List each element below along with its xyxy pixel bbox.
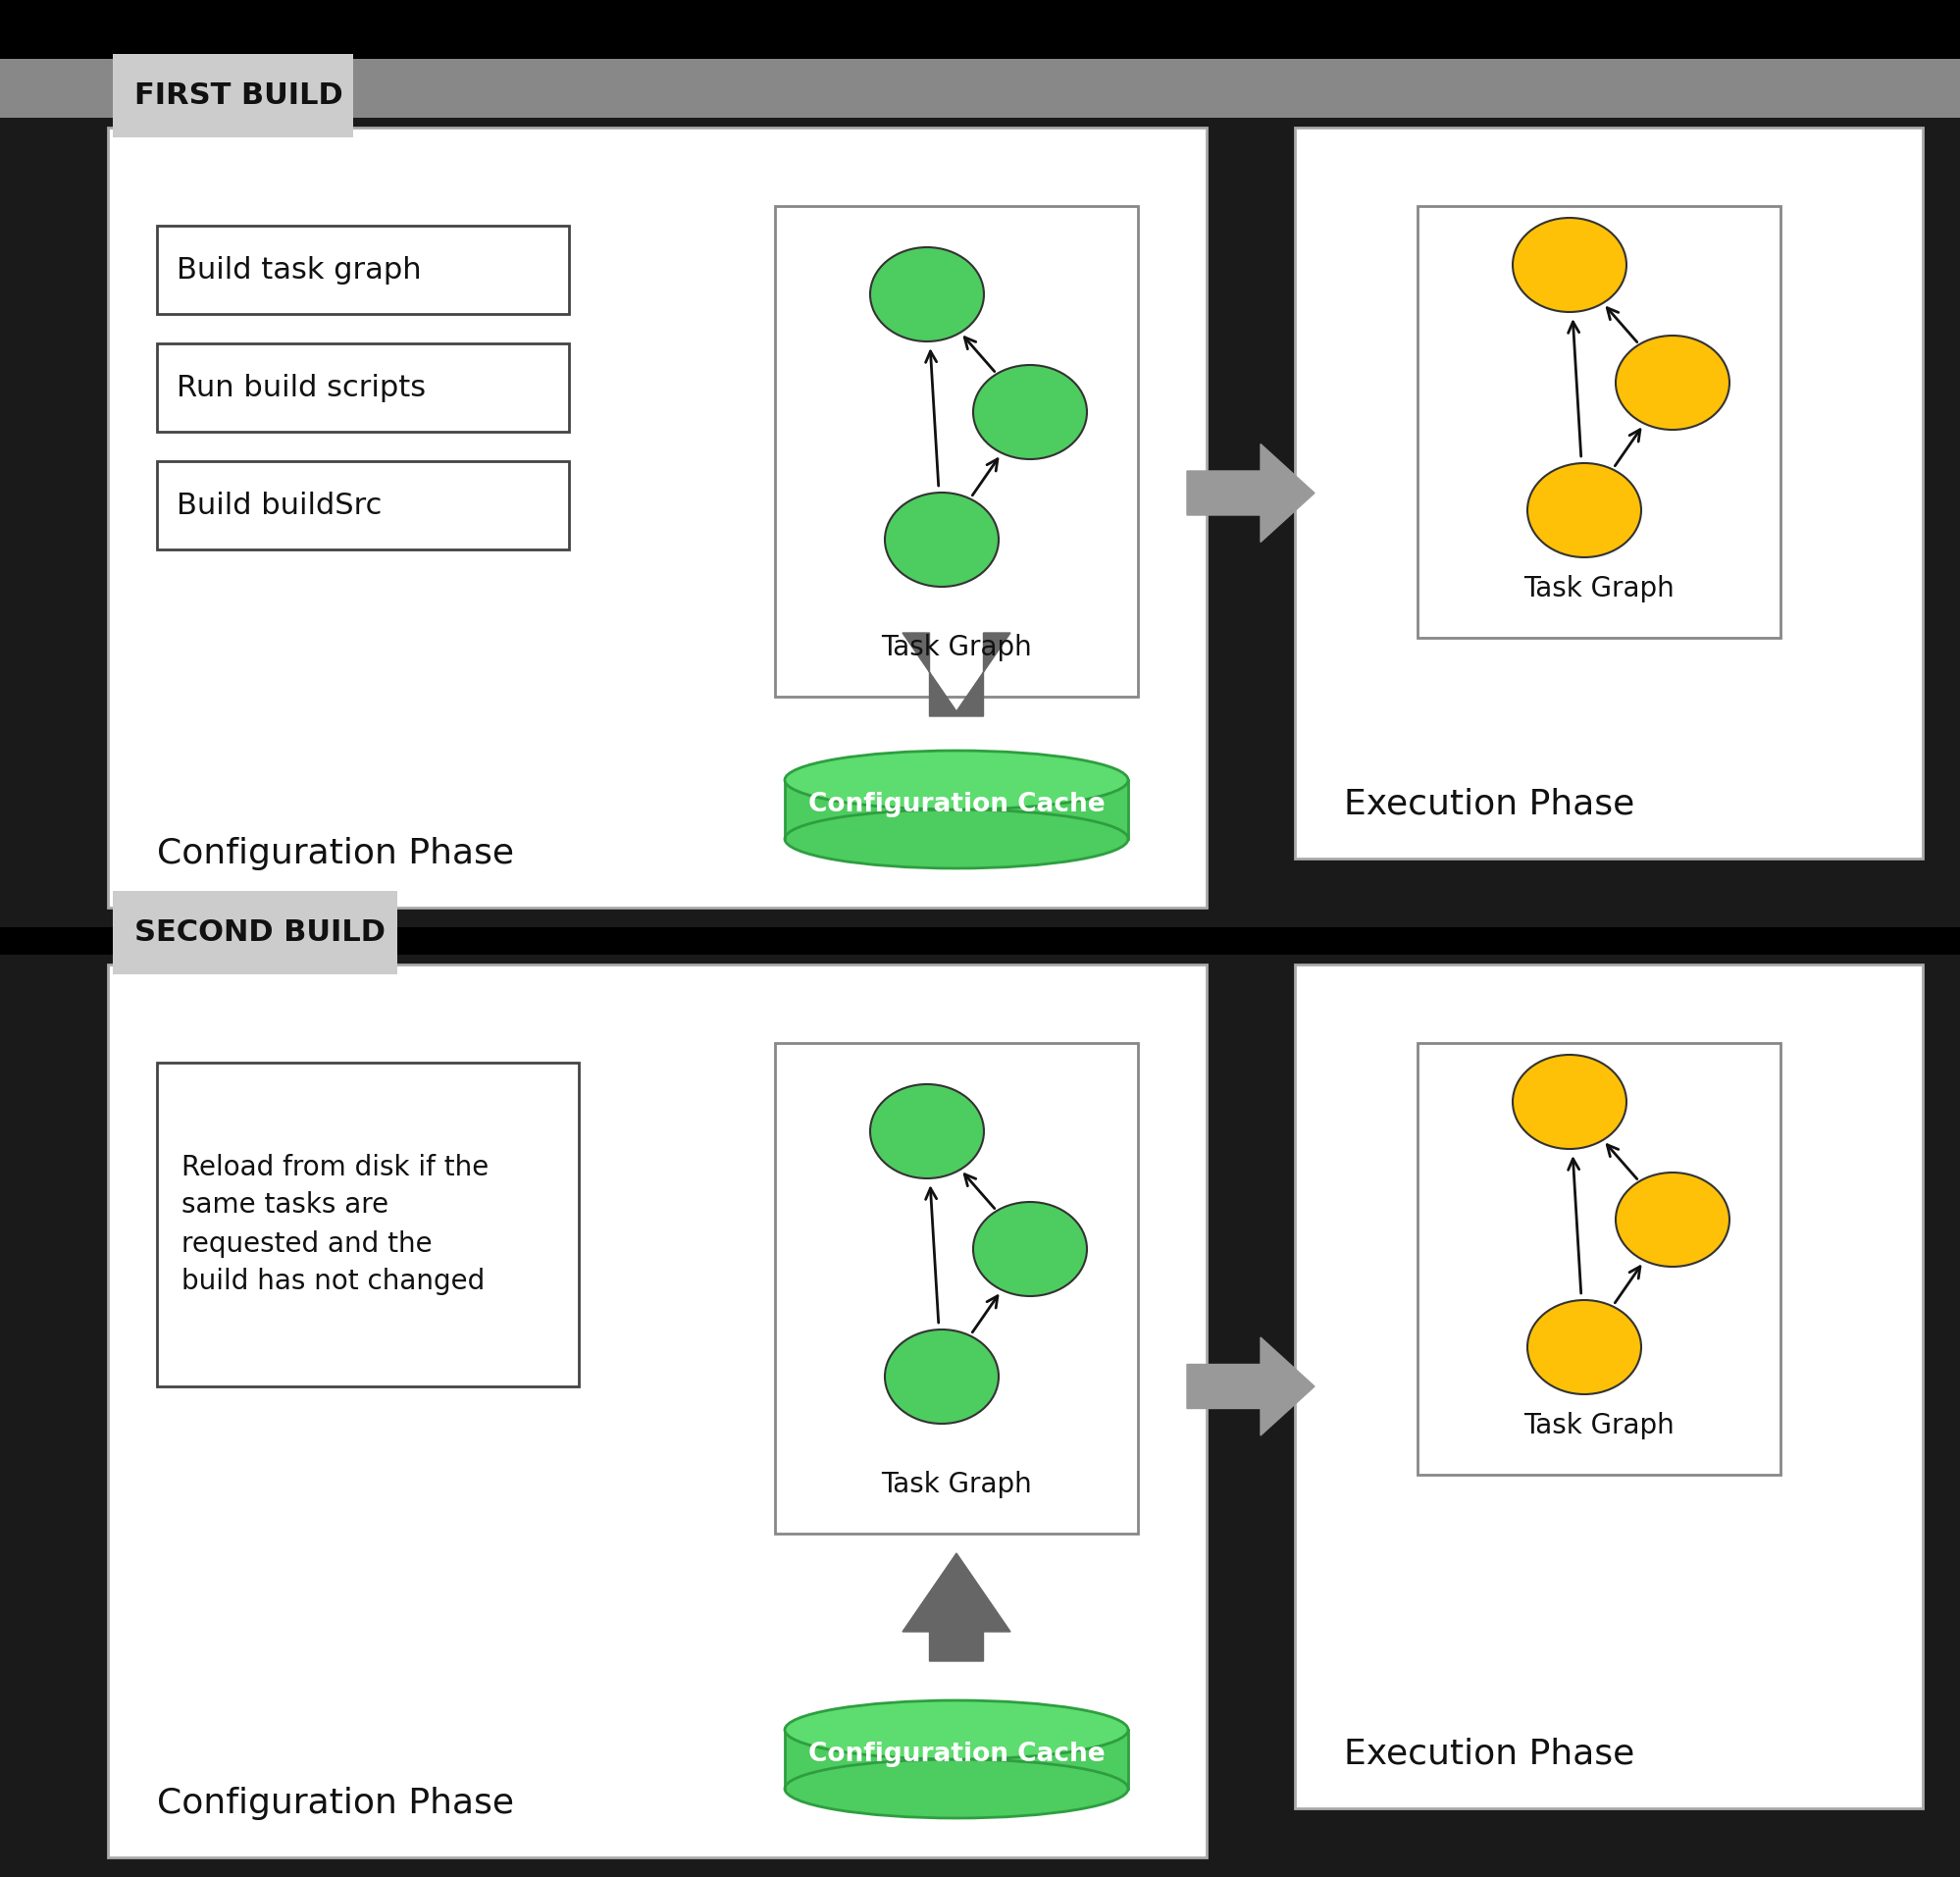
Ellipse shape bbox=[1527, 1301, 1641, 1395]
Bar bbox=[157, 225, 568, 313]
Bar bbox=[157, 1062, 578, 1387]
Ellipse shape bbox=[884, 1329, 998, 1423]
Bar bbox=[774, 1044, 1137, 1534]
Text: Reload from disk if the
same tasks are
requested and the
build has not changed: Reload from disk if the same tasks are r… bbox=[182, 1152, 488, 1295]
Bar bbox=[1294, 965, 1921, 1808]
Text: Configuration Phase: Configuration Phase bbox=[157, 837, 514, 871]
Polygon shape bbox=[1186, 445, 1313, 542]
Ellipse shape bbox=[1511, 218, 1625, 312]
Ellipse shape bbox=[784, 1759, 1127, 1819]
Text: Execution Phase: Execution Phase bbox=[1343, 788, 1635, 822]
Bar bbox=[784, 1731, 1127, 1789]
Ellipse shape bbox=[972, 1201, 1086, 1297]
Text: FIRST BUILD: FIRST BUILD bbox=[135, 81, 343, 111]
Ellipse shape bbox=[1527, 464, 1641, 557]
Ellipse shape bbox=[870, 1085, 984, 1179]
Ellipse shape bbox=[784, 751, 1127, 809]
Bar bbox=[0, 927, 1960, 955]
Bar bbox=[1417, 1044, 1780, 1475]
Bar bbox=[1417, 206, 1780, 638]
Text: Configuration Cache: Configuration Cache bbox=[808, 792, 1103, 816]
Polygon shape bbox=[902, 633, 1009, 717]
Ellipse shape bbox=[1511, 1055, 1625, 1149]
Text: Task Graph: Task Graph bbox=[880, 1472, 1031, 1498]
Bar bbox=[774, 206, 1137, 696]
Ellipse shape bbox=[1615, 336, 1729, 430]
Ellipse shape bbox=[870, 248, 984, 342]
Text: Build buildSrc: Build buildSrc bbox=[176, 492, 382, 520]
Ellipse shape bbox=[1615, 1173, 1729, 1267]
Bar bbox=[0, 0, 1960, 58]
Text: Configuration Phase: Configuration Phase bbox=[157, 1787, 514, 1821]
Bar bbox=[157, 343, 568, 432]
Text: Build task graph: Build task graph bbox=[176, 255, 421, 283]
Bar bbox=[0, 58, 1960, 118]
Ellipse shape bbox=[972, 364, 1086, 460]
Bar bbox=[114, 54, 353, 137]
Text: Execution Phase: Execution Phase bbox=[1343, 1738, 1635, 1772]
Text: Task Graph: Task Graph bbox=[1523, 574, 1674, 603]
Bar bbox=[108, 128, 1205, 908]
Bar bbox=[784, 781, 1127, 839]
Ellipse shape bbox=[884, 492, 998, 588]
Bar bbox=[0, 118, 1960, 927]
Text: Task Graph: Task Graph bbox=[1523, 1412, 1674, 1440]
Ellipse shape bbox=[784, 809, 1127, 869]
Text: Task Graph: Task Graph bbox=[880, 634, 1031, 661]
Polygon shape bbox=[1186, 1336, 1313, 1436]
Ellipse shape bbox=[784, 1701, 1127, 1759]
Text: Configuration Cache: Configuration Cache bbox=[808, 1742, 1103, 1766]
Polygon shape bbox=[902, 1552, 1009, 1661]
Text: Run build scripts: Run build scripts bbox=[176, 374, 425, 402]
Bar bbox=[108, 965, 1205, 1858]
Text: SECOND BUILD: SECOND BUILD bbox=[135, 918, 386, 946]
Bar bbox=[1294, 128, 1921, 858]
Bar bbox=[157, 462, 568, 550]
Bar bbox=[114, 892, 398, 974]
Bar bbox=[0, 955, 1960, 1877]
